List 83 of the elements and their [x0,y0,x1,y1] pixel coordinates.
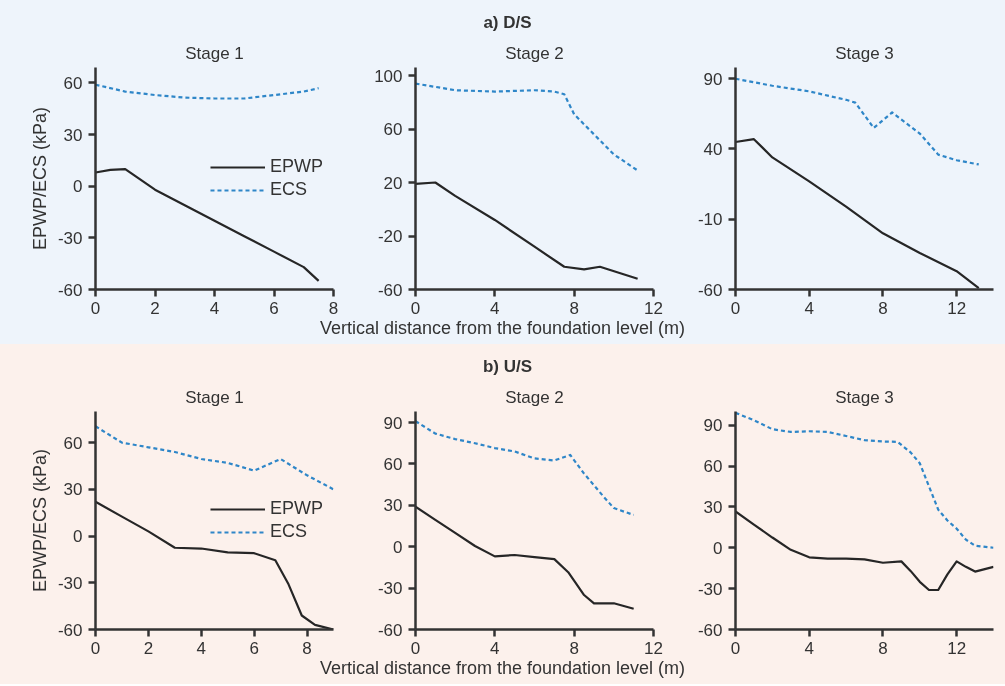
y-tick-label: 30 [703,497,723,517]
x-tick-label: 12 [947,298,967,318]
y-tick-label: -60 [57,620,83,640]
x-tick-label: 4 [490,638,500,658]
line-series [95,83,320,100]
y-tick-label: 30 [63,125,83,145]
x-tick-label: 8 [878,298,888,318]
y-tick-label: 60 [383,454,403,474]
x-tick-label: 8 [569,638,579,658]
y-axis-title: EPWP/ECS (kPa) [29,106,50,251]
y-tick-label: -60 [377,280,403,300]
x-tick-label: 4 [804,638,814,658]
y-tick-label: 60 [383,120,403,140]
x-tick-label: 4 [490,298,500,318]
x-tick-label: 0 [410,298,421,318]
x-tick-label: 6 [249,638,259,658]
y-tick-label: -30 [57,228,83,248]
y-tick-label: 0 [73,177,83,197]
line-series [735,77,980,166]
chart-title: Stage 2 [505,387,564,407]
chart-subtitle: a) D/S [483,13,532,32]
y-tick-label: 60 [703,457,723,476]
legend-label: EPWP [269,498,323,519]
y-tick-label: 90 [703,416,723,436]
y-tick-label: -30 [377,579,403,599]
chart-title: Stage 1 [185,387,244,407]
y-tick-label: 90 [383,413,403,433]
y-axis-title: EPWP/ECS (kPa) [29,448,50,593]
y-tick-label: 90 [703,69,723,89]
y-tick-label: 40 [703,139,723,159]
x-tick-label: 8 [569,298,579,318]
x-tick-label: 0 [730,638,741,658]
y-tick-label: 60 [63,433,83,453]
y-tick-label: 30 [383,496,403,516]
y-tick-label: -30 [697,579,723,599]
chart-title: Stage 3 [835,387,894,407]
legend-label: ECS [269,179,307,200]
line-series [415,82,639,172]
y-tick-label: 0 [393,537,403,557]
x-tick-label: 8 [878,638,888,658]
x-tick-label: 8 [302,638,312,658]
y-tick-label: -60 [697,620,723,640]
y-tick-label: 60 [63,73,83,93]
y-tick-label: -60 [697,280,723,300]
legend-label: EPWP [269,156,323,177]
line-series [415,420,635,517]
x-tick-label: 4 [209,298,220,318]
y-tick-label: 100 [374,66,403,86]
chart-subtitle: b) U/S [482,357,533,376]
y-tick-label: 30 [63,480,83,500]
x-tick-label: 6 [269,298,279,318]
x-tick-label: 4 [804,298,814,318]
x-tick-label: 0 [410,638,421,658]
y-tick-label: -60 [57,280,83,300]
chart-title: Stage 2 [505,43,564,63]
x-axis-title: Vertical distance from the foundation level (m) [319,657,686,680]
y-tick-label: -30 [57,573,83,593]
line-series [415,181,639,280]
x-tick-label: 0 [90,638,101,658]
x-tick-label: 0 [730,298,741,318]
x-axis-title: Vertical distance from the foundation level (m) [319,317,686,340]
legend-label: ECS [269,521,307,542]
x-tick-label: 8 [328,298,339,318]
line-series [735,510,994,592]
chart-title: Stage 1 [185,43,244,63]
x-tick-label: 0 [90,298,101,318]
x-tick-label: 2 [150,298,160,318]
x-tick-label: 12 [947,638,967,658]
line-series [95,425,334,491]
y-tick-label: -60 [377,620,403,640]
y-tick-label: 0 [73,527,83,547]
chart-title: Stage 3 [835,43,894,63]
x-tick-label: 12 [644,638,663,658]
y-tick-label: -20 [377,227,403,247]
line-series [735,138,980,290]
x-tick-label: 4 [196,638,207,658]
x-tick-label: 12 [644,298,663,318]
y-tick-label: 0 [713,538,723,558]
x-tick-label: 2 [143,638,154,658]
line-series [735,411,994,549]
y-tick-label: 20 [383,173,403,193]
line-series [415,505,635,610]
y-tick-label: -10 [697,210,723,230]
